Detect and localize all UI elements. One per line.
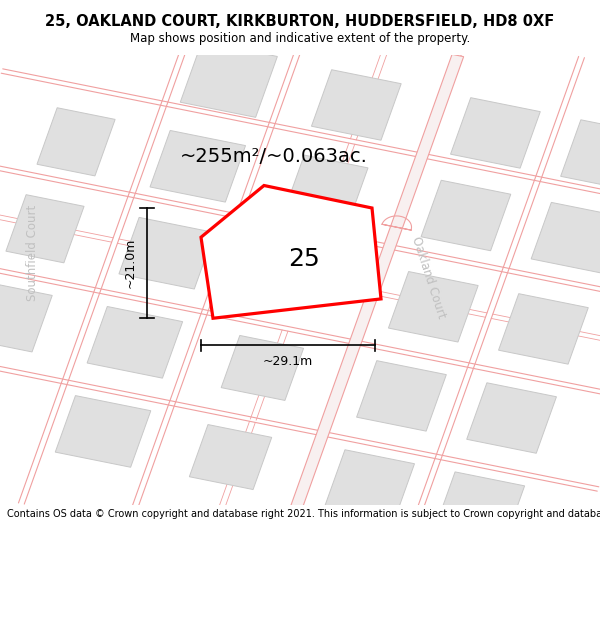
Polygon shape xyxy=(180,41,277,118)
Polygon shape xyxy=(421,180,511,251)
Polygon shape xyxy=(6,194,84,263)
Polygon shape xyxy=(190,424,272,489)
Text: Oakland Court: Oakland Court xyxy=(410,235,448,321)
Polygon shape xyxy=(451,98,540,168)
Text: Contains OS data © Crown copyright and database right 2021. This information is : Contains OS data © Crown copyright and d… xyxy=(7,509,600,519)
Text: Map shows position and indicative extent of the property.: Map shows position and indicative extent… xyxy=(130,32,470,45)
Polygon shape xyxy=(0,284,52,352)
Polygon shape xyxy=(37,107,115,176)
Text: ~21.0m: ~21.0m xyxy=(123,238,136,288)
Text: 25: 25 xyxy=(289,247,320,271)
Polygon shape xyxy=(435,472,524,542)
Polygon shape xyxy=(87,306,182,378)
Polygon shape xyxy=(499,294,588,364)
Polygon shape xyxy=(201,186,381,318)
Polygon shape xyxy=(119,217,214,289)
Text: ~29.1m: ~29.1m xyxy=(263,355,313,368)
Text: ~255m²/~0.063ac.: ~255m²/~0.063ac. xyxy=(180,147,368,166)
Polygon shape xyxy=(55,396,151,468)
Polygon shape xyxy=(531,202,600,273)
Polygon shape xyxy=(560,120,600,190)
Polygon shape xyxy=(221,336,304,401)
Polygon shape xyxy=(325,450,415,520)
Polygon shape xyxy=(281,54,464,535)
Text: Southfield Court: Southfield Court xyxy=(26,205,40,301)
Polygon shape xyxy=(311,70,401,140)
Text: 25, OAKLAND COURT, KIRKBURTON, HUDDERSFIELD, HD8 0XF: 25, OAKLAND COURT, KIRKBURTON, HUDDERSFI… xyxy=(46,14,554,29)
Polygon shape xyxy=(286,155,368,220)
Polygon shape xyxy=(388,271,478,342)
Polygon shape xyxy=(150,131,245,202)
Polygon shape xyxy=(356,361,446,431)
Polygon shape xyxy=(467,382,556,453)
